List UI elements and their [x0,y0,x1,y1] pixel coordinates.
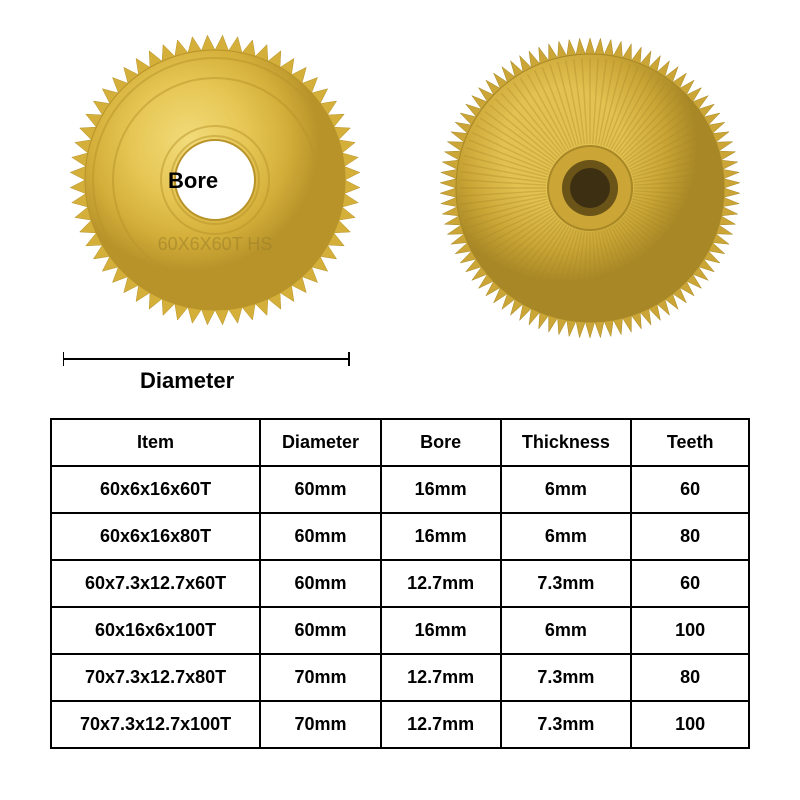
table-body: 60x6x16x60T60mm16mm6mm6060x6x16x80T60mm1… [51,466,749,748]
table-cell: 70x7.3x12.7x100T [51,701,260,748]
table-cell: 60mm [260,513,381,560]
product-illustration: 60X6X60T HS Bore Diameter [0,0,800,400]
diameter-dimension-line [63,352,350,366]
table-col-teeth: Teeth [631,419,749,466]
table-header-row: ItemDiameterBoreThicknessTeeth [51,419,749,466]
table-cell: 70x7.3x12.7x80T [51,654,260,701]
table-row: 60x7.3x12.7x60T60mm12.7mm7.3mm60 [51,560,749,607]
table-cell: 60x7.3x12.7x60T [51,560,260,607]
table-cell: 60x6x16x80T [51,513,260,560]
diameter-label: Diameter [140,368,234,394]
table-cell: 7.3mm [501,654,632,701]
table-cell: 6mm [501,466,632,513]
table-cell: 70mm [260,654,381,701]
table-cell: 80 [631,513,749,560]
table-cell: 60 [631,560,749,607]
table-cell: 16mm [381,466,501,513]
table-cell: 7.3mm [501,560,632,607]
table-cell: 16mm [381,513,501,560]
table-cell: 100 [631,701,749,748]
table-col-thickness: Thickness [501,419,632,466]
table-row: 60x16x6x100T60mm16mm6mm100 [51,607,749,654]
table-cell: 7.3mm [501,701,632,748]
table-cell: 60mm [260,466,381,513]
bore-label: Bore [168,168,218,194]
table-row: 70x7.3x12.7x100T70mm12.7mm7.3mm100 [51,701,749,748]
table-cell: 6mm [501,607,632,654]
table-cell: 60mm [260,607,381,654]
svg-text:60X6X60T HS: 60X6X60T HS [158,234,273,254]
table-cell: 60x6x16x60T [51,466,260,513]
table-col-bore: Bore [381,419,501,466]
table-row: 60x6x16x60T60mm16mm6mm60 [51,466,749,513]
table-row: 60x6x16x80T60mm16mm6mm80 [51,513,749,560]
gear-right [430,28,750,353]
table-cell: 70mm [260,701,381,748]
table-cell: 100 [631,607,749,654]
table-cell: 12.7mm [381,654,501,701]
table-col-item: Item [51,419,260,466]
table-cell: 6mm [501,513,632,560]
table-cell: 16mm [381,607,501,654]
table-cell: 60mm [260,560,381,607]
table-cell: 12.7mm [381,560,501,607]
table-cell: 60 [631,466,749,513]
table-cell: 60x16x6x100T [51,607,260,654]
specification-table: ItemDiameterBoreThicknessTeeth 60x6x16x6… [50,418,750,749]
table-row: 70x7.3x12.7x80T70mm12.7mm7.3mm80 [51,654,749,701]
table-col-diameter: Diameter [260,419,381,466]
table-cell: 12.7mm [381,701,501,748]
table-cell: 80 [631,654,749,701]
